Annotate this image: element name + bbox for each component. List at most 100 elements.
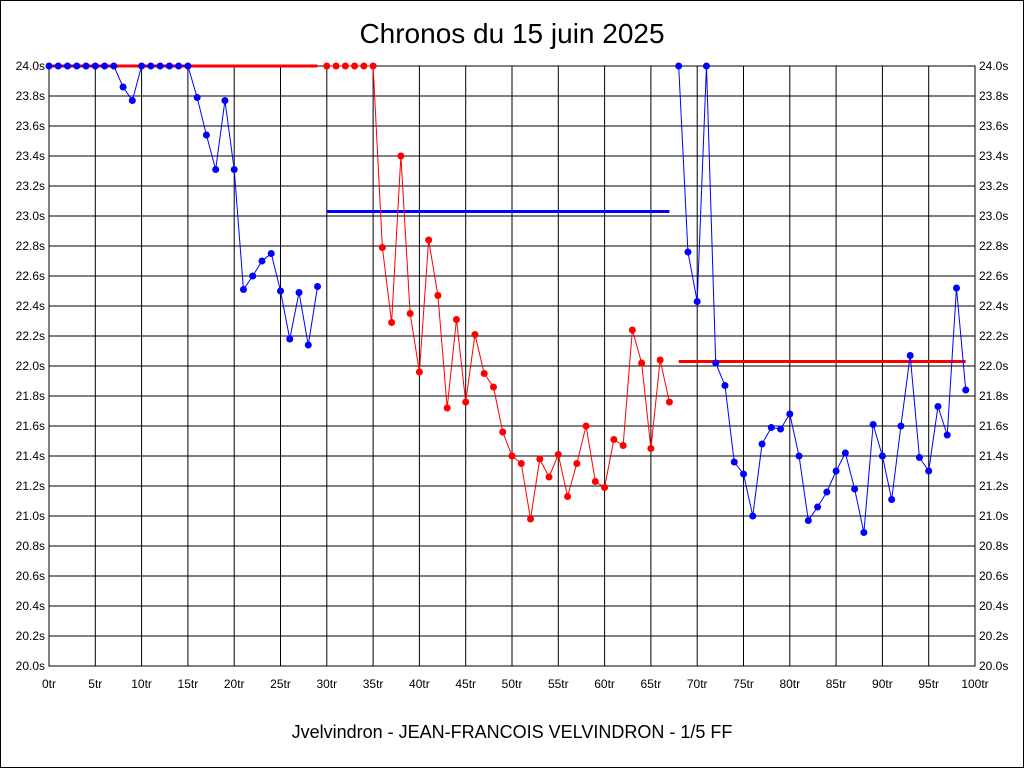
- lap-time-point: [508, 452, 516, 460]
- lap-time-point: [452, 316, 460, 323]
- lap-time-point: [277, 287, 284, 295]
- x-tick-label: 95tr: [918, 677, 939, 691]
- y-tick-label-right: 20.4s: [979, 599, 1008, 613]
- lap-time-point: [656, 356, 664, 364]
- lap-time-point: [471, 331, 479, 338]
- x-tick-label: 90tr: [872, 677, 893, 691]
- lap-time-point: [786, 410, 794, 418]
- y-tick-label-right: 20.0s: [979, 659, 1008, 673]
- lap-time-point: [962, 386, 970, 394]
- lap-time-point: [415, 368, 423, 376]
- x-tick-label: 20tr: [224, 677, 245, 691]
- chart-title: Chronos du 15 juin 2025: [359, 18, 665, 49]
- lap-time-point: [545, 473, 553, 481]
- y-tick-label-left: 20.0s: [16, 659, 45, 673]
- lap-time-point: [573, 460, 581, 467]
- lap-time-point: [878, 452, 886, 460]
- y-tick-label-right: 23.8s: [979, 89, 1008, 103]
- lap-time-point: [934, 403, 942, 410]
- y-tick-label-left: 21.0s: [16, 509, 45, 523]
- x-tick-label: 10tr: [131, 677, 152, 691]
- lap-time-point: [665, 398, 673, 406]
- lap-time-point: [64, 62, 72, 70]
- lap-time-point: [110, 62, 118, 70]
- y-tick-label-left: 22.8s: [16, 239, 45, 253]
- lap-time-point: [536, 455, 544, 463]
- lap-time-point: [851, 485, 859, 493]
- x-tick-label: 100tr: [961, 677, 988, 691]
- lap-time-point: [702, 62, 710, 70]
- lap-time-point: [489, 383, 497, 391]
- y-tick-label-left: 20.2s: [16, 629, 45, 643]
- lap-time-point: [721, 382, 729, 389]
- lap-time-point: [138, 62, 146, 70]
- lap-time-point: [647, 445, 655, 452]
- lap-time-point: [360, 62, 368, 70]
- y-tick-label-right: 20.6s: [979, 569, 1008, 583]
- x-tick-label: 40tr: [409, 677, 430, 691]
- lap-time-point: [165, 62, 173, 70]
- x-tick-label: 15tr: [178, 677, 199, 691]
- lap-time-point: [221, 97, 229, 104]
- lap-time-point: [175, 62, 183, 70]
- lap-time-point: [675, 62, 683, 70]
- lap-time-point: [591, 478, 599, 485]
- lap-time-point: [91, 62, 99, 70]
- lap-time-point: [517, 460, 525, 467]
- lap-time-point: [814, 503, 822, 511]
- y-tick-label-left: 21.2s: [16, 479, 45, 493]
- x-tick-label: 55tr: [548, 677, 569, 691]
- y-tick-label-right: 23.4s: [979, 149, 1008, 163]
- lap-time-point: [397, 152, 405, 160]
- lap-time-point: [564, 493, 572, 500]
- lap-time-point: [462, 398, 470, 406]
- lap-time-point: [527, 515, 535, 523]
- lap-time-point: [795, 452, 803, 460]
- y-tick-label-right: 22.4s: [979, 299, 1008, 313]
- lap-time-point: [314, 283, 322, 290]
- lap-time-point: [823, 488, 831, 496]
- y-tick-label-right: 21.0s: [979, 509, 1008, 523]
- y-tick-label-left: 21.8s: [16, 389, 45, 403]
- y-tick-label-right: 23.6s: [979, 119, 1008, 133]
- lap-time-point: [740, 470, 747, 478]
- lap-time-point: [230, 166, 238, 173]
- lap-time-point: [304, 341, 312, 349]
- lap-time-point: [45, 62, 53, 70]
- lap-time-point: [184, 62, 192, 70]
- y-tick-label-left: 22.0s: [16, 359, 45, 373]
- x-tick-label: 70tr: [687, 677, 708, 691]
- lap-time-point: [443, 404, 451, 412]
- lap-time-point: [147, 62, 155, 70]
- lap-time-point: [693, 298, 701, 305]
- y-tick-label-left: 21.6s: [16, 419, 45, 433]
- lap-time-point: [323, 62, 331, 70]
- y-tick-label-right: 23.0s: [979, 209, 1008, 223]
- lap-time-point: [869, 421, 877, 428]
- y-tick-label-left: 21.4s: [16, 449, 45, 463]
- lap-time-point: [202, 131, 210, 139]
- lap-time-point: [193, 94, 201, 101]
- lap-time-point: [610, 436, 618, 443]
- lap-time-point: [286, 335, 294, 343]
- y-tick-label-left: 24.0s: [16, 59, 45, 73]
- lap-time-point: [295, 289, 303, 296]
- lap-time-point: [425, 236, 433, 244]
- lap-time-point: [777, 425, 785, 433]
- lap-time-point: [860, 529, 868, 536]
- lap-time-point: [351, 62, 359, 70]
- y-tick-label-left: 22.4s: [16, 299, 45, 313]
- y-tick-label-right: 22.2s: [979, 329, 1008, 343]
- y-tick-label-right: 21.8s: [979, 389, 1008, 403]
- y-tick-label-left: 20.6s: [16, 569, 45, 583]
- y-tick-label-right: 23.2s: [979, 179, 1008, 193]
- lap-time-point: [54, 62, 62, 70]
- y-tick-label-right: 22.0s: [979, 359, 1008, 373]
- lap-time-point: [499, 428, 507, 436]
- lap-time-point: [119, 83, 127, 91]
- lap-time-point: [906, 352, 914, 359]
- lap-time-point: [258, 257, 266, 265]
- lap-time-point: [638, 359, 646, 367]
- lap-time-point: [943, 431, 951, 439]
